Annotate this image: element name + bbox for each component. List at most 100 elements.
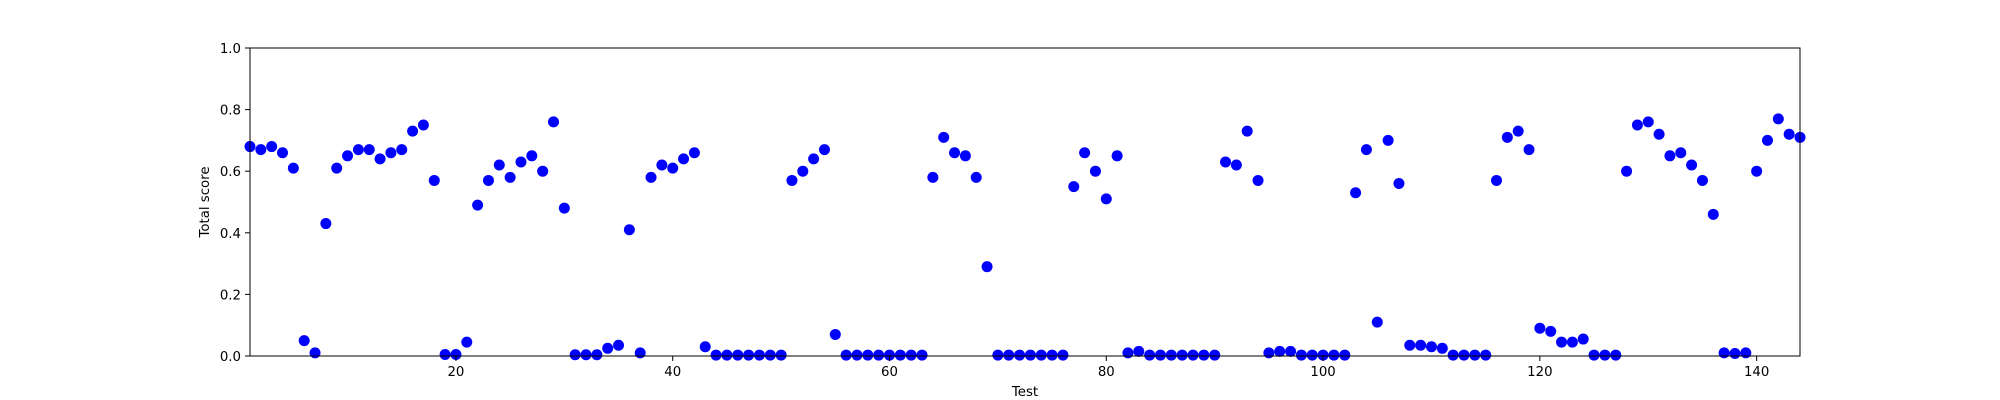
y-tick-label: 0.0	[220, 350, 241, 365]
data-point	[591, 349, 603, 361]
data-point	[504, 171, 516, 183]
data-point	[1079, 147, 1091, 159]
data-point	[320, 218, 332, 230]
data-point	[417, 119, 429, 131]
data-point	[1621, 165, 1633, 177]
data-point	[949, 147, 961, 159]
data-point	[1144, 349, 1156, 361]
data-point	[645, 171, 657, 183]
data-point	[1165, 349, 1177, 361]
data-point	[1415, 339, 1427, 351]
data-point	[1436, 342, 1448, 354]
data-point	[407, 125, 419, 137]
data-point	[656, 159, 668, 171]
data-point	[1740, 347, 1752, 359]
data-point	[1122, 347, 1134, 359]
data-point	[1382, 134, 1394, 146]
data-point	[1729, 348, 1741, 360]
data-point	[884, 349, 896, 361]
data-point	[1447, 349, 1459, 361]
data-point	[894, 349, 906, 361]
data-point	[396, 144, 408, 156]
data-point	[1187, 349, 1199, 361]
data-point	[1512, 125, 1524, 137]
data-point	[634, 347, 646, 359]
data-point	[493, 159, 505, 171]
data-point	[710, 349, 722, 361]
y-axis: 0.0 0.2 0.4 0.6 0.8 1.0	[220, 42, 250, 365]
data-point	[1631, 119, 1643, 131]
x-tick-label: 80	[1098, 365, 1115, 380]
data-point	[981, 261, 993, 273]
data-point	[1241, 125, 1253, 137]
data-point	[829, 328, 841, 340]
data-point	[363, 144, 375, 156]
data-point	[1469, 349, 1481, 361]
data-point	[1458, 349, 1470, 361]
data-point	[1100, 193, 1112, 205]
data-point	[1339, 349, 1351, 361]
data-point	[1295, 349, 1307, 361]
data-point	[1057, 349, 1069, 361]
data-point	[1696, 174, 1708, 186]
data-point	[1642, 116, 1654, 128]
data-point	[1783, 128, 1795, 140]
data-point	[515, 156, 527, 168]
data-point	[1556, 336, 1568, 348]
data-point	[786, 174, 798, 186]
y-tick-label: 0.8	[220, 104, 241, 119]
x-tick-label: 60	[881, 365, 898, 380]
y-axis-label: Total score	[198, 166, 213, 238]
data-point	[851, 349, 863, 361]
data-point	[580, 349, 592, 361]
data-point	[775, 349, 787, 361]
data-point	[1360, 144, 1372, 156]
y-tick-label: 0.6	[220, 165, 241, 180]
data-point	[1306, 349, 1318, 361]
data-point	[1577, 333, 1589, 345]
data-point	[623, 224, 635, 236]
x-tick-label: 120	[1527, 365, 1552, 380]
data-point	[547, 116, 559, 128]
data-point	[699, 341, 711, 353]
data-point	[374, 153, 386, 165]
data-point	[764, 349, 776, 361]
data-point	[298, 335, 310, 347]
data-point	[1480, 349, 1492, 361]
data-point	[1111, 150, 1123, 162]
data-point	[1209, 349, 1221, 361]
data-point	[1425, 341, 1437, 353]
y-tick-label: 1.0	[220, 42, 241, 57]
data-points	[244, 113, 1806, 361]
data-point	[1610, 349, 1622, 361]
data-point	[1751, 165, 1763, 177]
data-point	[1718, 347, 1730, 359]
data-point	[613, 339, 625, 351]
data-point	[916, 349, 928, 361]
data-point	[1761, 134, 1773, 146]
data-point	[472, 199, 484, 211]
data-point	[1566, 336, 1578, 348]
data-point	[1328, 349, 1340, 361]
data-point	[1024, 349, 1036, 361]
data-point	[287, 162, 299, 174]
data-point	[385, 147, 397, 159]
data-point	[959, 150, 971, 162]
data-point	[753, 349, 765, 361]
data-point	[1653, 128, 1665, 140]
data-point	[526, 150, 538, 162]
data-point	[992, 349, 1004, 361]
data-point	[309, 347, 321, 359]
data-point	[428, 174, 440, 186]
plot-frame	[249, 47, 1801, 357]
x-tick-label: 20	[447, 365, 464, 380]
data-point	[1089, 165, 1101, 177]
data-point	[905, 349, 917, 361]
data-point	[1371, 316, 1383, 328]
data-point	[840, 349, 852, 361]
data-point	[439, 348, 451, 360]
data-point	[873, 349, 885, 361]
data-point	[1350, 187, 1362, 199]
data-point	[1252, 174, 1264, 186]
